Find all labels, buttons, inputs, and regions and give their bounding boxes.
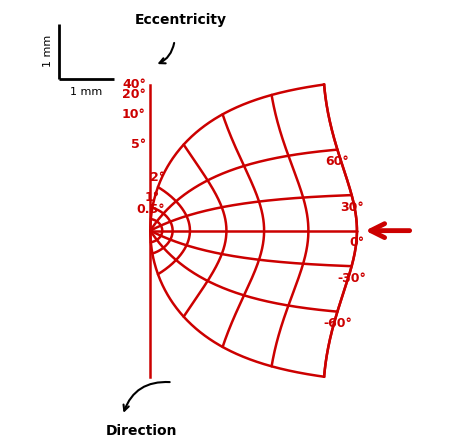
Text: 20°: 20° bbox=[122, 89, 146, 101]
Text: 10°: 10° bbox=[122, 108, 146, 121]
Text: 0°: 0° bbox=[349, 236, 365, 249]
Text: 1 mm: 1 mm bbox=[43, 35, 53, 67]
Text: 0.5°: 0.5° bbox=[137, 203, 165, 216]
Text: 40°: 40° bbox=[122, 78, 146, 91]
Text: -30°: -30° bbox=[337, 272, 366, 285]
Text: -60°: -60° bbox=[323, 317, 352, 330]
Text: Eccentricity: Eccentricity bbox=[135, 12, 227, 26]
Text: 5°: 5° bbox=[131, 138, 146, 151]
Text: 2°: 2° bbox=[150, 171, 165, 184]
Text: 1°: 1° bbox=[145, 191, 160, 205]
Text: 60°: 60° bbox=[326, 155, 349, 168]
Text: Direction: Direction bbox=[106, 424, 178, 438]
Text: 30°: 30° bbox=[340, 201, 364, 213]
Text: 1 mm: 1 mm bbox=[71, 87, 103, 97]
